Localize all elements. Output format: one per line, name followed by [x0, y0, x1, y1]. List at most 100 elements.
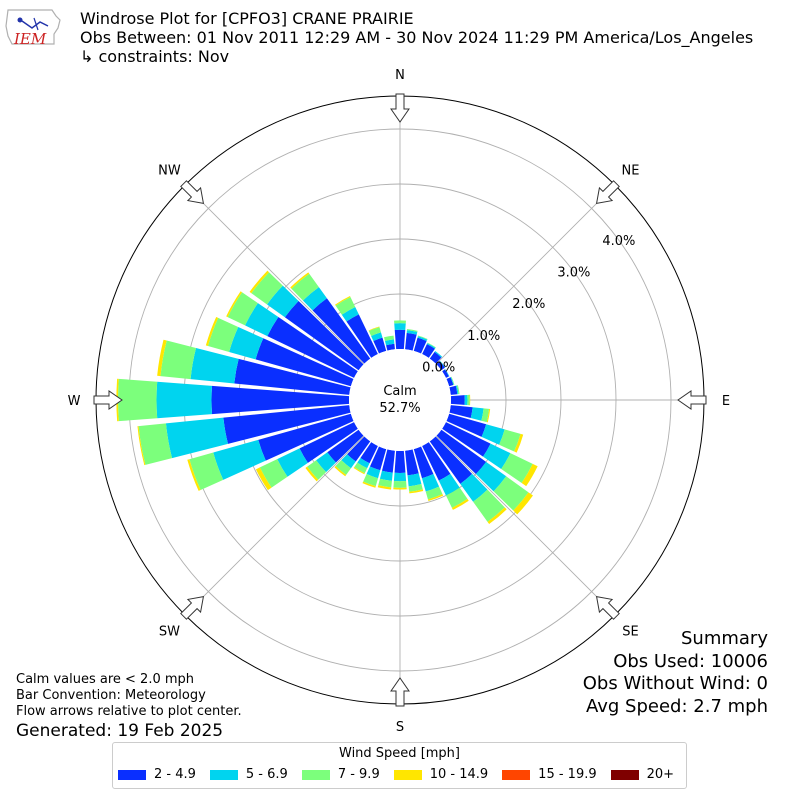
- grid-spoke: [435, 184, 616, 365]
- windrose-bar: [347, 436, 371, 462]
- windrose-bar: [366, 466, 381, 479]
- summary-obs-without-wind: Obs Without Wind: 0: [582, 673, 768, 694]
- windrose-bar: [460, 473, 488, 502]
- direction-label-s: S: [396, 720, 404, 735]
- windrose-bar: [137, 426, 146, 466]
- radial-tick-label: 4.0%: [602, 234, 635, 249]
- windrose-bar: [405, 332, 417, 351]
- legend-label: 10 - 14.9: [429, 767, 489, 782]
- windrose-bar: [450, 395, 465, 405]
- windrose-bar: [422, 442, 451, 481]
- windrose-bar: [138, 423, 173, 465]
- windrose-bar: [514, 433, 524, 453]
- windrose-bar: [393, 481, 407, 488]
- legend-swatch: [301, 769, 330, 780]
- windrose-bar: [450, 376, 454, 386]
- windrose-bar: [438, 473, 460, 496]
- legend-items: 2 - 4.9 5 - 6.9 7 - 9.9 10 - 14.9 15 - 19.9 2…: [118, 767, 688, 782]
- windrose-bar: [165, 417, 228, 459]
- flow-arrow-icon: [390, 677, 410, 707]
- calm-circle: [349, 349, 451, 451]
- windrose-bar: [245, 303, 279, 337]
- windrose-bar: [255, 338, 354, 387]
- direction-label-se: SE: [622, 625, 638, 640]
- windrose-bar: [384, 339, 395, 346]
- windrose-bar: [483, 443, 511, 470]
- windrose-bar: [362, 481, 376, 488]
- legend-swatch: [118, 769, 146, 780]
- legend-swatch: [610, 769, 639, 780]
- windrose-bar: [187, 459, 201, 491]
- windrose-bar: [368, 327, 381, 336]
- windrose-bar: [229, 326, 264, 360]
- legend-swatch: [209, 769, 238, 780]
- legend-label: 2 - 4.9: [154, 767, 196, 782]
- windrose-bar: [429, 436, 473, 484]
- windrose-bar: [406, 329, 418, 332]
- legend-swatch: [502, 769, 531, 780]
- windrose-bar: [408, 484, 423, 492]
- windrose-bar: [190, 348, 239, 384]
- legend-item: 5 - 6.9: [209, 767, 288, 782]
- windrose-bar: [409, 489, 424, 494]
- windrose-bar: [469, 394, 471, 406]
- windrose-bar: [384, 335, 394, 341]
- windrose-bar: [426, 343, 436, 349]
- windrose-bar: [291, 273, 319, 301]
- windrose-bar: [436, 429, 487, 475]
- flow-arrow-icon: [595, 595, 620, 620]
- windrose-bar: [205, 316, 219, 347]
- windrose-bar: [156, 381, 213, 419]
- iem-logo: IEM: [4, 6, 66, 52]
- windrose-bar: [439, 360, 446, 368]
- windrose-bar: [341, 454, 356, 469]
- windrose-bar: [393, 472, 407, 482]
- windrose-bar: [394, 450, 406, 473]
- windrose-bar: [369, 446, 387, 471]
- windrose-bar: [386, 343, 395, 351]
- summary-title: Summary: [681, 628, 768, 649]
- windrose-bar: [394, 329, 406, 350]
- windrose-bar: [521, 463, 538, 487]
- flow-arrows-note: Flow arrows relative to plot center.: [16, 704, 242, 719]
- windrose-bar: [327, 429, 364, 463]
- windrose-bar: [450, 376, 455, 385]
- windrose-bar: [436, 361, 445, 371]
- legend-swatch: [393, 769, 422, 780]
- summary-panel: Summary Obs Used: 10006 Obs Without Wind…: [583, 628, 768, 718]
- windrose-bar: [213, 439, 266, 480]
- windrose-bar: [393, 487, 407, 490]
- windrose-bar: [417, 335, 428, 340]
- chart-subtitle-constraints: ↳ constraints: Nov: [80, 47, 230, 66]
- windrose-bar: [445, 487, 468, 508]
- windrose-bar: [446, 377, 454, 387]
- windrose-bar: [249, 270, 270, 294]
- generated-date: Generated: 19 Feb 2025: [16, 721, 224, 741]
- windrose-bar: [377, 485, 392, 490]
- windrose-bar: [470, 407, 484, 421]
- windrose-bar: [189, 452, 224, 491]
- notes-panel: Calm values are < 2.0 mph Bar Convention…: [16, 672, 242, 741]
- flow-arrow-icon: [93, 390, 123, 410]
- calm-note: Calm values are < 2.0 mph: [16, 672, 195, 687]
- windrose-bar: [429, 351, 442, 364]
- windrose-bar: [259, 459, 288, 488]
- windrose-bar: [255, 467, 272, 491]
- radial-tick-label: 2.0%: [512, 297, 545, 312]
- legend-label: 7 - 9.9: [337, 767, 380, 782]
- windrose-bar: [346, 314, 378, 358]
- windrose-bar: [427, 342, 436, 348]
- windrose-bar: [413, 337, 427, 354]
- windrose-bar: [341, 306, 359, 322]
- radial-tick-label: 3.0%: [557, 266, 590, 281]
- flow-arrow-icon: [180, 595, 205, 620]
- windrose-bar: [373, 337, 387, 354]
- radial-tick-label: 0.0%: [422, 360, 455, 375]
- windrose-bar: [467, 394, 470, 406]
- windrose-bar: [413, 446, 434, 479]
- chart-subtitle-obs-between: Obs Between: 01 Nov 2011 12:29 AM - 30 N…: [80, 28, 754, 47]
- windrose-bar: [513, 492, 533, 515]
- windrose-bar: [442, 369, 449, 378]
- flow-arrow-icon: [677, 390, 707, 410]
- windrose-bar: [160, 340, 197, 380]
